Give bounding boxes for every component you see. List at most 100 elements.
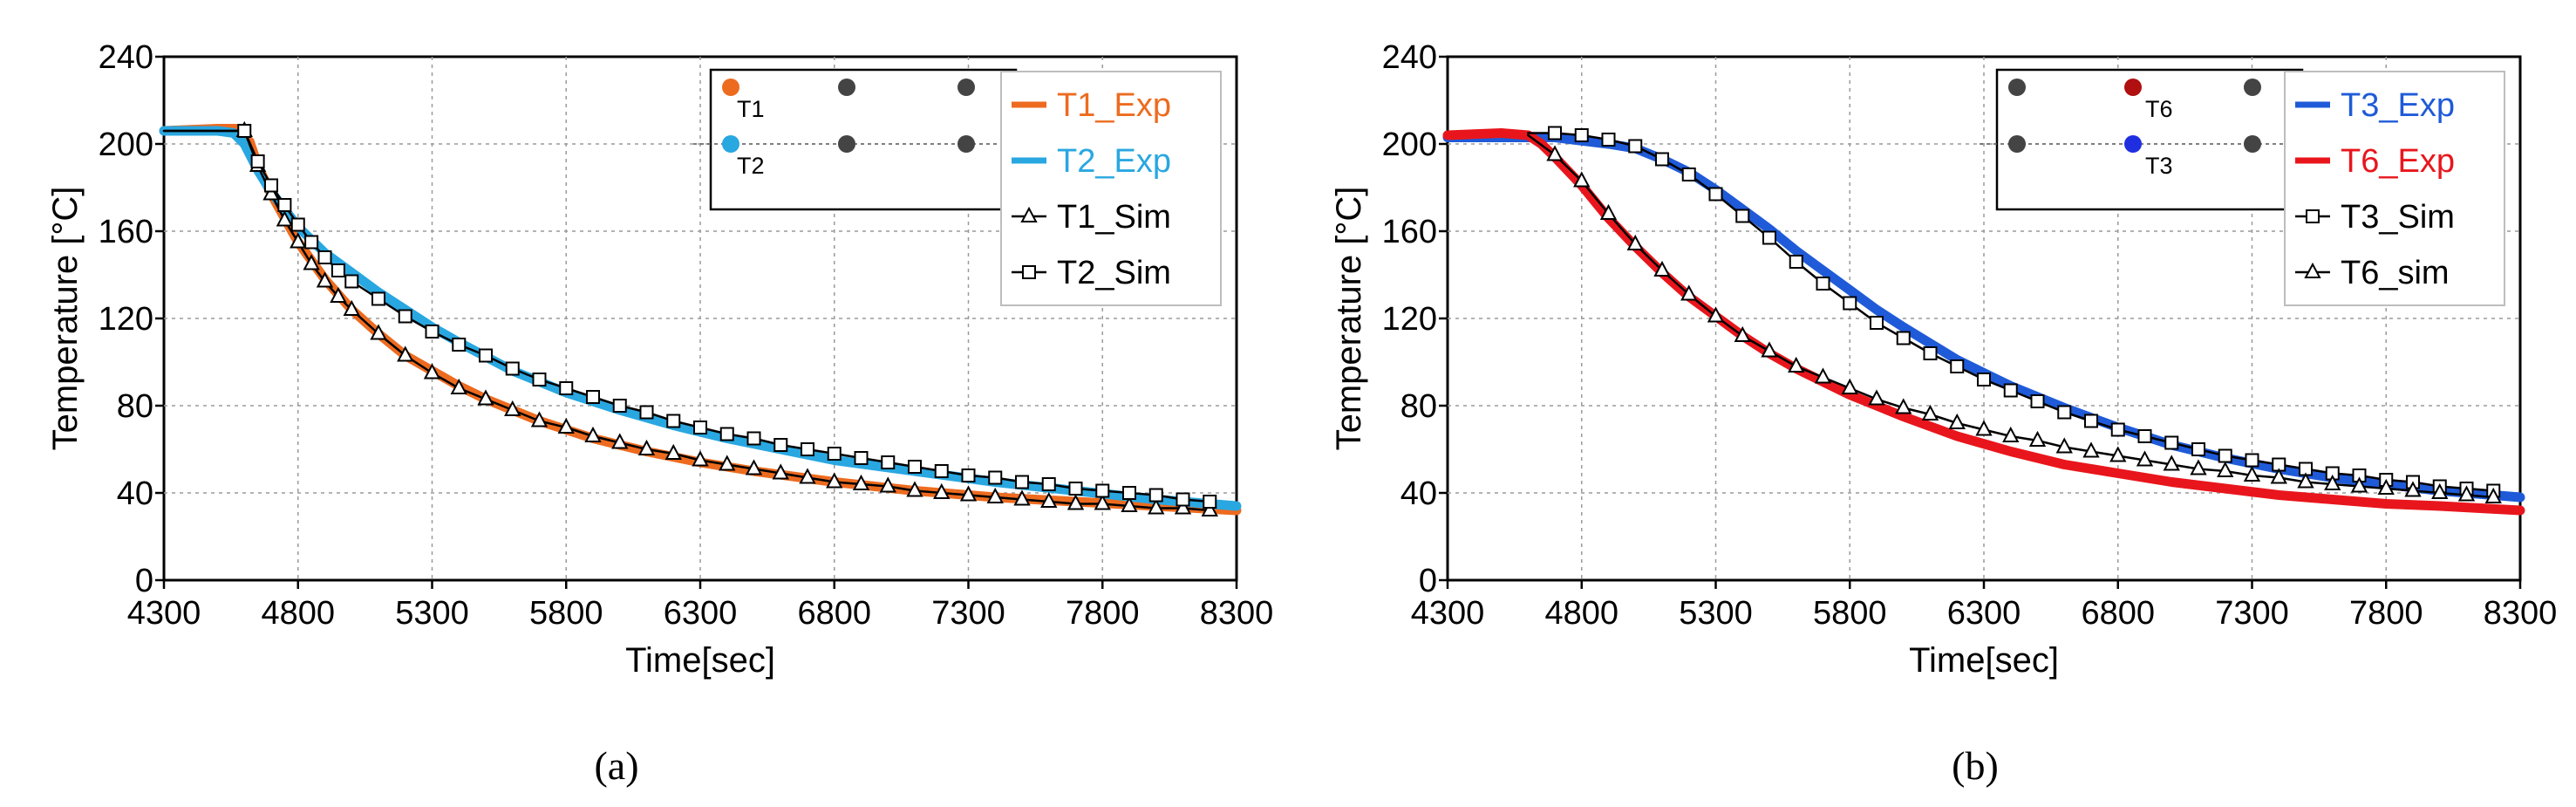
y-axis-title: Temperature [°C] bbox=[46, 187, 85, 451]
x-tick-label: 6300 bbox=[664, 595, 738, 632]
y-tick-label: 80 bbox=[117, 388, 153, 425]
marker-T2_Sim bbox=[773, 438, 788, 452]
x-tick-label: 6800 bbox=[797, 595, 871, 632]
x-tick-label: 5800 bbox=[529, 595, 603, 632]
marker-T3_Sim bbox=[1977, 373, 1991, 386]
marker-T1_Sim bbox=[303, 254, 320, 270]
x-tick-label: 6800 bbox=[2081, 595, 2155, 632]
marker-T3_Sim bbox=[2218, 448, 2232, 463]
marker-T6_sim bbox=[1895, 398, 1912, 414]
legend-frame bbox=[1000, 71, 1222, 306]
marker-T3_Sim bbox=[1574, 128, 1589, 142]
marker-T1_Sim bbox=[504, 400, 521, 416]
marker-T6_sim bbox=[2297, 472, 2314, 489]
marker-T1_Sim bbox=[906, 481, 923, 497]
marker-T3_Sim bbox=[2245, 453, 2259, 468]
marker-T2_Sim bbox=[801, 442, 814, 456]
inset-sensor-dot bbox=[957, 79, 975, 96]
marker-T6_sim bbox=[1841, 378, 1858, 394]
inset-sensor-dot bbox=[2124, 79, 2142, 96]
legend-label: T2_Sim bbox=[1057, 255, 1171, 291]
marker-T3_Sim bbox=[1870, 316, 1884, 330]
x-tick-label: 4300 bbox=[127, 595, 201, 632]
marker-T1_Sim bbox=[397, 345, 414, 362]
marker-T6_sim bbox=[2431, 482, 2449, 499]
marker-T2_Sim bbox=[532, 373, 547, 386]
marker-T3_Sim bbox=[1923, 346, 1938, 360]
marker-T6_sim bbox=[2136, 450, 2154, 467]
marker-T2_Sim bbox=[1148, 488, 1163, 503]
legend-label: T6_sim bbox=[2341, 255, 2450, 291]
marker-T6_sim bbox=[2377, 478, 2395, 495]
marker-T2_Sim bbox=[934, 464, 949, 478]
y-axis-title: Temperature [°C] bbox=[1330, 187, 1368, 451]
inset-sensor-dot bbox=[722, 135, 739, 153]
x-tick-label: 6300 bbox=[1947, 595, 2021, 632]
marker-T6_sim bbox=[2404, 481, 2422, 497]
marker-T3_Sim bbox=[2137, 429, 2152, 443]
marker-T1_Sim bbox=[290, 232, 307, 249]
marker-T2_Sim bbox=[1095, 483, 1110, 498]
legend-label: T3_Sim bbox=[2341, 199, 2455, 236]
marker-T3_Sim bbox=[2191, 442, 2205, 456]
marker-T6_sim bbox=[1680, 284, 1698, 301]
y-tick-label: 40 bbox=[117, 475, 153, 512]
y-tick-label: 120 bbox=[99, 301, 153, 338]
inset-sensor-dot bbox=[2124, 135, 2142, 153]
x-tick-label: 4300 bbox=[1411, 595, 1485, 632]
marker-T1_Sim bbox=[450, 378, 467, 394]
marker-T3_Sim bbox=[1843, 296, 1857, 311]
y-tick-label: 200 bbox=[1382, 127, 1437, 163]
marker-T2_Sim bbox=[304, 235, 319, 250]
marker-T1_Sim bbox=[262, 184, 280, 201]
marker-T6_sim bbox=[1788, 356, 1805, 373]
marker-T6_sim bbox=[2109, 446, 2127, 462]
marker-T2_Sim bbox=[586, 390, 600, 404]
marker-T1_Sim bbox=[1040, 491, 1058, 508]
marker-T1_Sim bbox=[719, 455, 736, 471]
marker-T1_Sim bbox=[1174, 498, 1192, 515]
inset-label: T1 bbox=[737, 96, 765, 122]
marker-T2_Sim bbox=[479, 348, 493, 363]
y-tick-label: 40 bbox=[1400, 475, 1437, 512]
marker-T2_Sim bbox=[961, 468, 976, 482]
marker-T6_sim bbox=[1599, 203, 1618, 220]
marker-T2_Sim bbox=[290, 217, 305, 232]
marker-T1_Sim bbox=[664, 443, 682, 460]
marker-T6_sim bbox=[1975, 420, 1993, 436]
x-tick-label: 7300 bbox=[931, 595, 1005, 632]
marker-T2_Sim bbox=[371, 291, 385, 306]
marker-T6_sim bbox=[1734, 325, 1751, 342]
marker-T6_sim bbox=[1948, 413, 1966, 429]
marker-T2_Sim bbox=[344, 274, 359, 289]
marker-T1_Sim bbox=[1201, 500, 1218, 516]
marker-T2_Sim bbox=[1068, 482, 1083, 496]
inset-sensor-dot bbox=[2244, 135, 2261, 153]
marker-T1_Sim bbox=[557, 417, 575, 434]
legend-label: T1_Exp bbox=[1057, 87, 1171, 124]
marker-T3_Sim bbox=[2164, 435, 2179, 450]
series-group bbox=[159, 120, 1242, 516]
x-tick-label: 4800 bbox=[1544, 595, 1619, 632]
marker-T1_Sim bbox=[1121, 496, 1138, 512]
marker-T2_Sim bbox=[693, 421, 707, 434]
marker-T1_Sim bbox=[745, 459, 763, 475]
marker-T1_Sim bbox=[584, 426, 602, 442]
y-tick-label: 240 bbox=[1382, 39, 1437, 76]
y-tick-label: 160 bbox=[1382, 214, 1437, 250]
marker-T3_Sim bbox=[1548, 126, 1562, 140]
marker-T1_Sim bbox=[370, 324, 387, 340]
legend-marker bbox=[2304, 262, 2321, 278]
marker-T6_sim bbox=[2243, 465, 2261, 482]
marker-T6_sim bbox=[2324, 474, 2341, 490]
marker-T2_Sim bbox=[827, 447, 842, 461]
marker-T3_Sim bbox=[2057, 405, 2072, 420]
y-tick-label: 160 bbox=[99, 214, 153, 250]
legend: T1_Exp T2_Exp T1_Sim T2_Sim bbox=[1000, 71, 1222, 306]
marker-T1_Sim bbox=[1013, 489, 1031, 506]
x-tick-label: 5300 bbox=[395, 595, 469, 632]
panel-a: T1 T2 T1_Exp T2_Exp T1_Sim T2_Sim 4300 4800 53… bbox=[46, 39, 1273, 788]
legend-label: T3_Exp bbox=[2341, 87, 2455, 124]
marker-T1_Sim bbox=[879, 476, 896, 493]
marker-T6_sim bbox=[1868, 389, 1885, 406]
